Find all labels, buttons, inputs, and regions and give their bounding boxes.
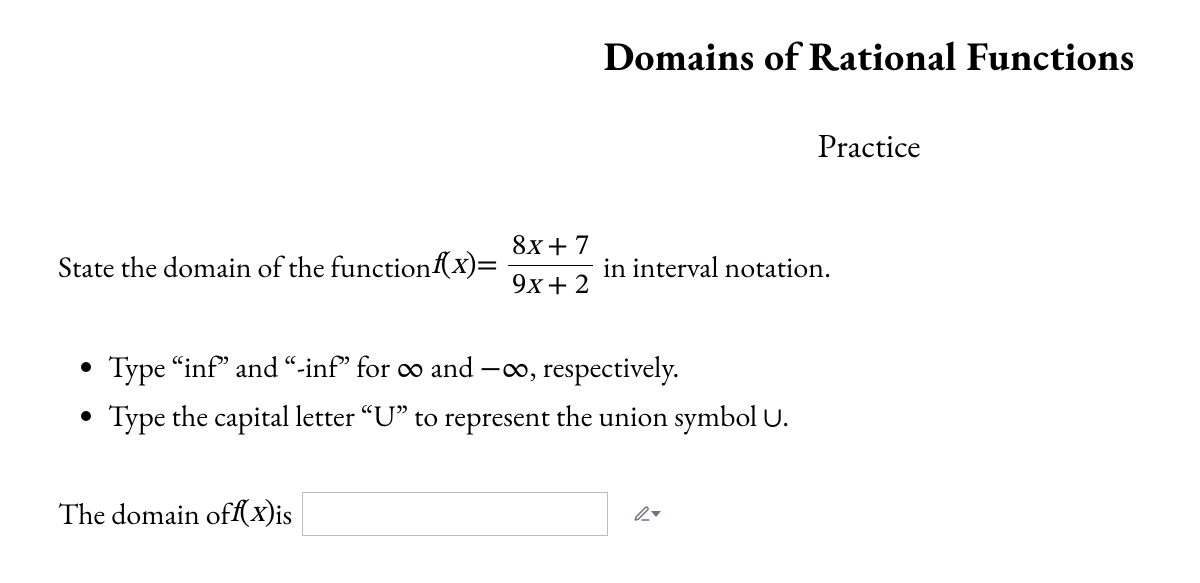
page-root: Domains of Rational Functions Practice S… xyxy=(0,0,1200,576)
union-symbol: ∪ xyxy=(763,404,782,434)
fraction-denominator: 9x + 2 xyxy=(508,265,593,302)
answer-is-text: is xyxy=(275,494,292,533)
instr1-part-c: , respectively. xyxy=(530,347,680,386)
answer-paren-open: ( xyxy=(239,495,250,533)
answer-func-f: f xyxy=(230,495,239,533)
answer-input-wrapper[interactable] xyxy=(302,492,608,536)
paren-open: ( xyxy=(441,247,452,285)
chevron-down-icon[interactable] xyxy=(651,509,661,519)
question-prompt: State the domain of the function f ( x )… xyxy=(58,230,1160,303)
page-title: Domains of Rational Functions xyxy=(578,30,1160,82)
answer-line: The domain of f ( x ) is xyxy=(58,492,1160,536)
answer-paren-close: ) xyxy=(264,495,275,533)
instruction-item-inf: Type “inf” and “-inf” for ∞ and −∞, resp… xyxy=(108,347,1160,391)
pencil-icon[interactable] xyxy=(633,505,651,523)
prompt-lead-text: State the domain of the function xyxy=(58,247,431,286)
answer-variable-x: x xyxy=(250,495,264,533)
infinity-symbol: ∞ xyxy=(396,355,425,385)
answer-lead-text: The domain of xyxy=(58,494,230,533)
paren-close: ) xyxy=(466,247,477,285)
fraction-numerator: 8x + 7 xyxy=(508,230,593,265)
neg-infinity-symbol: −∞ xyxy=(480,355,530,385)
instruction-item-union: Type the capital letter “U” to represent… xyxy=(108,396,1160,440)
instr2-part-a: Type the capital letter “U” to represent… xyxy=(108,396,763,435)
page-subtitle: Practice xyxy=(578,124,1160,168)
equals-sign: = xyxy=(476,247,498,285)
function-name-f: f xyxy=(431,247,440,285)
instr1-part-b: and xyxy=(425,347,480,386)
instr2-part-b: . xyxy=(782,396,789,435)
domain-answer-input[interactable] xyxy=(303,494,633,533)
instruction-list: Type “inf” and “-inf” for ∞ and −∞, resp… xyxy=(108,347,1160,440)
instr1-part-a: Type “inf” and “-inf” for xyxy=(108,347,396,386)
variable-x: x xyxy=(451,247,465,285)
prompt-tail-text: in interval notation. xyxy=(603,247,831,286)
rational-fraction: 8x + 7 9x + 2 xyxy=(508,230,593,303)
